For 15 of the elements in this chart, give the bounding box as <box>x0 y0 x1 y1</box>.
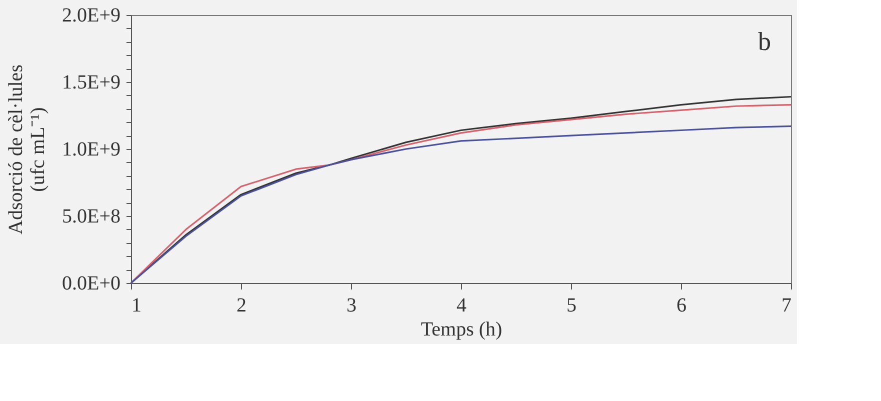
annotation: b <box>758 27 771 56</box>
x-tick-label: 1 <box>132 294 142 316</box>
y-tick-label: 0.0E+0 <box>62 272 120 294</box>
y-tick-label: 1.5E+9 <box>62 72 120 94</box>
x-tick-label: 6 <box>676 294 686 316</box>
x-axis-title: Temps (h) <box>420 318 502 340</box>
y-tick-label: 5.0E+8 <box>62 206 120 228</box>
y-tick-label: 1.0E+9 <box>62 138 120 160</box>
y-axis-title: Adsorció de cèl·lules (ufc mL⁻¹) <box>5 64 50 234</box>
y-tick-label: 2.0E+9 <box>62 4 120 26</box>
x-tick-label: 3 <box>346 294 356 316</box>
x-tick-label: 2 <box>236 294 246 316</box>
x-tick-label: 7 <box>782 294 792 316</box>
x-tick-label: 5 <box>566 294 576 316</box>
x-tick-label: 4 <box>456 294 466 316</box>
